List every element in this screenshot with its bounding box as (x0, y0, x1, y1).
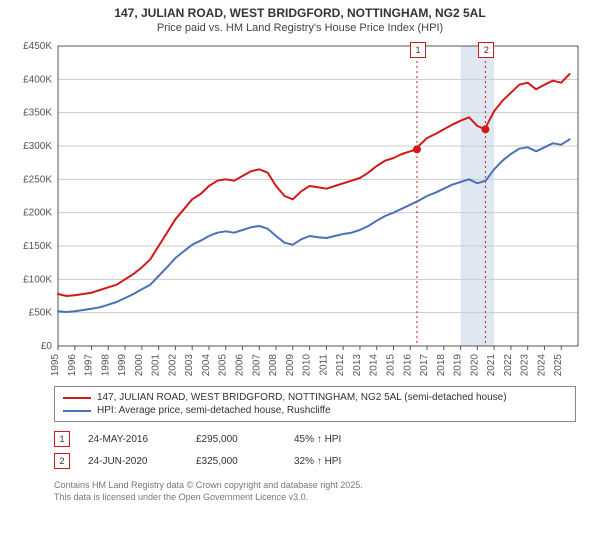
svg-text:2005: 2005 (218, 354, 229, 377)
legend: 147, JULIAN ROAD, WEST BRIDGFORD, NOTTIN… (54, 386, 576, 422)
sale-date: 24-JUN-2020 (88, 456, 178, 467)
line-chart: £0 £50K £100K £150K £200K £250K £300K £350K £400… (10, 38, 590, 378)
sale-hpi-delta: 45% ↑ HPI (294, 434, 374, 445)
sale-date: 24-MAY-2016 (88, 434, 178, 445)
svg-text:2003: 2003 (184, 354, 195, 377)
svg-text:2000: 2000 (134, 354, 145, 377)
svg-text:2006: 2006 (235, 354, 246, 377)
svg-text:2018: 2018 (436, 354, 447, 377)
sale-price: £325,000 (196, 456, 276, 467)
svg-text:2007: 2007 (251, 354, 262, 377)
svg-text:1997: 1997 (84, 354, 95, 377)
svg-text:1999: 1999 (117, 354, 128, 377)
svg-text:2017: 2017 (419, 354, 430, 377)
chart-area: £0 £50K £100K £150K £200K £250K £300K £350K £400… (10, 38, 590, 378)
legend-row: HPI: Average price, semi-detached house,… (63, 404, 567, 417)
sale-hpi-delta: 32% ↑ HPI (294, 456, 374, 467)
legend-row: 147, JULIAN ROAD, WEST BRIDGFORD, NOTTIN… (63, 391, 567, 404)
svg-text:1998: 1998 (100, 354, 111, 377)
svg-text:2002: 2002 (167, 354, 178, 377)
svg-text:1996: 1996 (67, 354, 78, 377)
sale-price: £295,000 (196, 434, 276, 445)
svg-text:£200K: £200K (23, 208, 52, 219)
svg-text:2023: 2023 (520, 354, 531, 377)
svg-text:2022: 2022 (503, 354, 514, 377)
svg-text:2013: 2013 (352, 354, 363, 377)
sale-chip: 2 (54, 453, 70, 469)
svg-text:£300K: £300K (23, 141, 52, 152)
legend-label: HPI: Average price, semi-detached house,… (97, 405, 331, 416)
svg-text:2014: 2014 (369, 354, 380, 377)
chart-title: 147, JULIAN ROAD, WEST BRIDGFORD, NOTTIN… (0, 0, 600, 36)
title-line1: 147, JULIAN ROAD, WEST BRIDGFORD, NOTTIN… (10, 6, 590, 20)
svg-text:£400K: £400K (23, 74, 52, 85)
svg-text:2015: 2015 (385, 354, 396, 377)
svg-text:£150K: £150K (23, 241, 52, 252)
svg-text:2008: 2008 (268, 354, 279, 377)
svg-text:2025: 2025 (553, 354, 564, 377)
title-line2: Price paid vs. HM Land Registry's House … (10, 22, 590, 34)
svg-text:2004: 2004 (201, 354, 212, 377)
svg-text:£250K: £250K (23, 174, 52, 185)
svg-text:£100K: £100K (23, 274, 52, 285)
svg-text:2016: 2016 (402, 354, 413, 377)
footer-attribution: Contains HM Land Registry data © Crown c… (54, 480, 576, 503)
svg-text:£0: £0 (41, 341, 53, 352)
footer-line2: This data is licensed under the Open Gov… (54, 492, 576, 504)
svg-text:2024: 2024 (536, 354, 547, 377)
svg-text:1995: 1995 (50, 354, 61, 377)
footer-line1: Contains HM Land Registry data © Crown c… (54, 480, 576, 492)
svg-text:2019: 2019 (453, 354, 464, 377)
sale-row: 2 24-JUN-2020 £325,000 32% ↑ HPI (54, 450, 576, 472)
legend-swatch (63, 410, 91, 412)
svg-text:2009: 2009 (285, 354, 296, 377)
svg-text:2001: 2001 (151, 354, 162, 377)
svg-text:£350K: £350K (23, 108, 52, 119)
svg-text:2010: 2010 (302, 354, 313, 377)
legend-label: 147, JULIAN ROAD, WEST BRIDGFORD, NOTTIN… (97, 392, 507, 403)
svg-text:2011: 2011 (318, 354, 329, 376)
legend-swatch (63, 397, 91, 399)
svg-text:£450K: £450K (23, 41, 52, 52)
svg-text:2021: 2021 (486, 354, 497, 377)
svg-text:£50K: £50K (29, 308, 53, 319)
sales-table: 1 24-MAY-2016 £295,000 45% ↑ HPI 2 24-JUN-202… (54, 428, 576, 472)
sale-marker-chip: 1 (410, 42, 426, 58)
svg-text:2012: 2012 (335, 354, 346, 377)
sale-row: 1 24-MAY-2016 £295,000 45% ↑ HPI (54, 428, 576, 450)
sale-marker-chip: 2 (478, 42, 494, 58)
sale-chip: 1 (54, 431, 70, 447)
svg-text:2020: 2020 (469, 354, 480, 377)
